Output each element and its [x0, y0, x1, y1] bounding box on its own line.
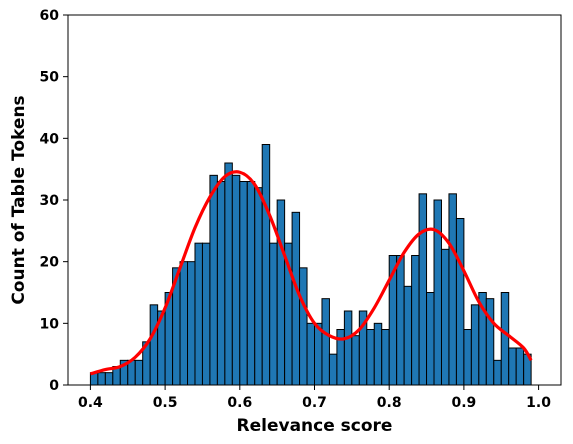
y-axis-label: Count of Table Tokens — [9, 95, 29, 304]
x-tick-label: 1.0 — [526, 395, 551, 411]
y-tick-label: 20 — [40, 255, 60, 271]
histogram-bar — [493, 359, 502, 386]
histogram-bar — [179, 261, 189, 386]
histogram-bar — [351, 335, 360, 386]
y-tick-label: 60 — [40, 8, 60, 24]
x-tick-label: 0.6 — [227, 395, 252, 411]
y-tick-label: 10 — [40, 316, 60, 332]
histogram-bar — [269, 242, 278, 386]
x-tick-label: 0.9 — [451, 395, 476, 411]
histogram-bar — [261, 144, 271, 386]
histogram-bar — [201, 242, 211, 386]
histogram-bar — [470, 304, 480, 386]
histogram-bar — [373, 322, 383, 386]
histogram-bar — [104, 372, 114, 386]
histogram-bar — [194, 242, 203, 386]
histogram-bar — [239, 181, 248, 386]
histogram-bar — [411, 255, 420, 386]
histogram-bar — [314, 322, 323, 386]
histogram-bar — [500, 292, 510, 386]
y-tick-label: 30 — [40, 193, 60, 209]
histogram-bar — [448, 193, 457, 386]
histogram-bar — [276, 199, 286, 386]
histogram-bar — [127, 359, 136, 386]
histogram-bar — [321, 298, 330, 386]
histogram-bar — [231, 174, 241, 386]
y-tick-label: 40 — [40, 131, 60, 147]
histogram-bar — [187, 261, 196, 386]
histogram-bar — [515, 347, 525, 386]
histogram-bar — [396, 255, 405, 386]
histogram-bar — [291, 211, 301, 386]
y-tick-label: 50 — [40, 70, 60, 86]
y-tick-label: 0 — [49, 378, 59, 394]
histogram-bar — [366, 329, 375, 386]
histogram-bar — [254, 187, 263, 386]
histogram-bar — [485, 298, 495, 386]
histogram-bar — [426, 292, 435, 386]
histogram-bar — [381, 329, 390, 386]
histogram-bar — [246, 181, 256, 386]
histogram-bar — [134, 359, 144, 386]
histogram-bar — [216, 181, 226, 386]
bars-layer — [89, 144, 532, 386]
x-tick-label: 0.8 — [377, 395, 402, 411]
density-curve — [89, 170, 533, 376]
histogram-bar — [328, 353, 338, 386]
histogram-bar — [418, 193, 428, 386]
histogram-bar — [403, 285, 413, 386]
histogram-bar — [306, 322, 316, 386]
histogram-bar — [97, 372, 106, 386]
x-tick-label: 0.7 — [302, 395, 327, 411]
histogram-bar — [463, 329, 472, 386]
x-axis-label: Relevance score — [237, 416, 393, 436]
y-axis-ticks: 0 10 20 30 40 50 60 — [40, 8, 68, 394]
histogram-bar — [224, 162, 233, 386]
histogram-bar — [299, 267, 308, 386]
histogram-bar — [433, 199, 442, 386]
histogram-bar — [455, 218, 465, 386]
histogram-bar — [149, 304, 159, 386]
x-tick-label: 0.4 — [78, 395, 103, 411]
x-tick-label: 0.5 — [153, 395, 178, 411]
histogram-bar — [508, 347, 517, 386]
histogram-bar — [440, 248, 450, 386]
histogram-bar — [343, 310, 353, 386]
x-axis-ticks: 0.4 0.5 0.6 0.7 0.8 0.9 1.0 — [78, 385, 551, 411]
histogram-bar — [209, 174, 218, 386]
